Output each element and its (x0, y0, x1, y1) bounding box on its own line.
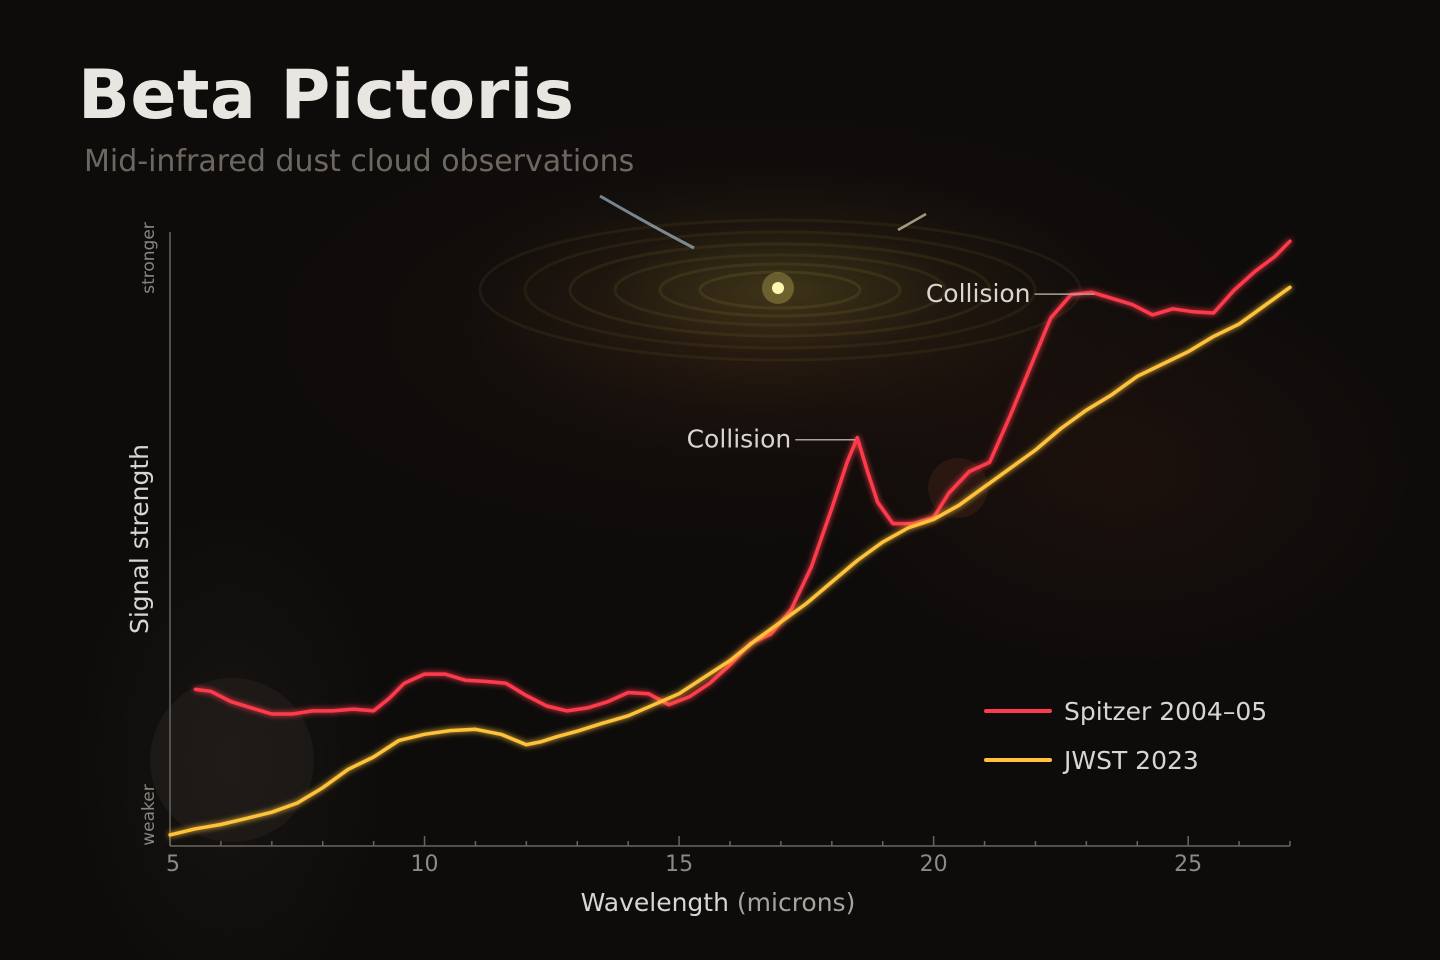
star-icon (772, 282, 784, 294)
dust-disk-ring (658, 262, 902, 318)
chart-title: Beta Pictoris (78, 56, 575, 135)
dust-disk-ring (613, 253, 947, 327)
x-tick-label: 25 (1174, 852, 1202, 877)
dust-disk-ring (568, 242, 992, 338)
series-line-spitzer (193, 239, 1292, 716)
comet-icon (599, 194, 695, 250)
chart-subtitle: Mid-infrared dust cloud observations (84, 144, 635, 179)
comet-icon (897, 212, 927, 232)
x-tick-label: 10 (411, 852, 439, 877)
dust-disk-ring (478, 218, 1082, 362)
legend-label: Spitzer 2004–05 (1064, 697, 1267, 726)
dust-disk-ring (698, 270, 862, 310)
x-tick-label: 5 (166, 852, 180, 877)
y-axis-label: Signal strength (125, 444, 154, 634)
y-axis-high-label: stronger (139, 222, 159, 294)
dust-disk-ring (523, 230, 1037, 350)
annotation-label: Collision (926, 279, 1031, 308)
x-axis-label: Wavelength (microns) (581, 888, 856, 917)
planet-icon (150, 678, 314, 842)
x-tick-label: 20 (920, 852, 948, 877)
series-line-jwst (168, 285, 1292, 837)
y-axis-low-label: weaker (139, 784, 159, 845)
legend-label: JWST 2023 (1062, 746, 1199, 775)
x-tick-label: 15 (665, 852, 693, 877)
annotation-label: Collision (687, 425, 792, 454)
